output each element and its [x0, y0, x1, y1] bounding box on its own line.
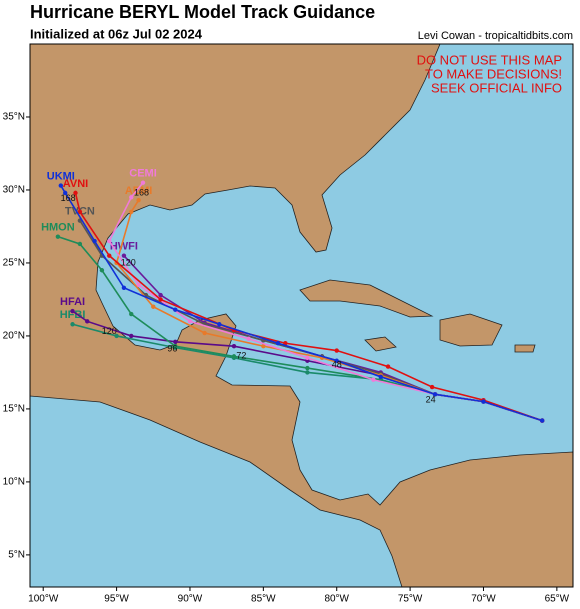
track-point	[305, 370, 310, 375]
model-label: UKMI	[47, 170, 75, 182]
lon-tick-label: 95°W	[104, 594, 129, 604]
warning-line: DO NOT USE THIS MAP	[417, 52, 562, 67]
model-label: HFAI	[60, 296, 85, 308]
track-point	[334, 348, 339, 353]
hour-label: 168	[134, 187, 149, 197]
credit: Levi Cowan - tropicaltidbits.com	[418, 30, 573, 42]
track-point	[187, 319, 193, 324]
lon-tick-label: 85°W	[251, 594, 276, 604]
lat-tick-label: 20°N	[3, 331, 25, 342]
track-point	[73, 190, 78, 196]
model-label: HWFI	[110, 241, 138, 253]
track-point	[107, 253, 112, 258]
track-point	[231, 354, 237, 359]
track-point	[217, 322, 222, 327]
warning-line: TO MAKE DECISIONS!	[425, 66, 562, 81]
track-point	[107, 238, 112, 244]
hour-label: 24	[426, 395, 436, 405]
track-point	[158, 292, 163, 298]
track-point	[173, 343, 178, 349]
track-point	[99, 268, 105, 273]
land-cuba	[299, 279, 434, 318]
track-point	[158, 297, 163, 302]
track-point	[173, 307, 178, 312]
track-point	[246, 336, 251, 342]
track-point	[55, 234, 61, 239]
track-point	[539, 418, 545, 423]
track-point	[77, 241, 83, 247]
track-point	[371, 377, 376, 382]
hour-label: 120	[121, 257, 136, 267]
lat-tick-label: 30°N	[3, 185, 25, 196]
hour-label: 96	[167, 343, 177, 353]
model-label: AEMI	[125, 185, 153, 197]
land-puerto-rico	[514, 344, 536, 353]
model-label: HMON	[41, 222, 75, 234]
subtitle: Initialized at 06z Jul 02 2024	[30, 26, 203, 41]
lat-tick-label: 10°N	[3, 477, 25, 488]
track-point	[92, 238, 97, 244]
land-mainland	[30, 44, 573, 587]
track-point	[129, 311, 134, 317]
track-point	[70, 308, 75, 314]
hour-label: 168	[61, 193, 76, 203]
track-point	[140, 180, 146, 185]
track-point	[429, 384, 435, 390]
track-point	[58, 183, 64, 188]
lat-tick-label: 5°N	[8, 550, 25, 561]
lon-tick-label: 100°W	[28, 594, 59, 604]
track-point	[173, 339, 178, 344]
track-point	[151, 304, 156, 309]
track-point	[114, 333, 119, 339]
track-point	[432, 392, 438, 397]
track-point	[129, 195, 134, 200]
basemap: HFBIHFAIHMONHWFITVCNAEMICEMIAVNIUKMI2448…	[30, 44, 573, 587]
lon-tick-label: 75°W	[398, 594, 423, 604]
land-jamaica	[364, 336, 397, 352]
track-point	[121, 253, 127, 258]
lon-tick-label: 90°W	[178, 594, 203, 604]
hour-label: 120	[102, 326, 117, 336]
lat-tick-label: 25°N	[3, 258, 25, 269]
lon-tick-label: 65°W	[545, 594, 570, 604]
track-point	[305, 355, 310, 361]
hour-label: 48	[332, 360, 342, 370]
track-point	[261, 343, 266, 349]
lat-tick-label: 15°N	[3, 404, 25, 415]
track-point	[202, 330, 207, 336]
track-point	[136, 282, 141, 288]
frame	[29, 43, 574, 588]
track-point	[231, 343, 237, 349]
track-point	[378, 374, 383, 380]
track-point	[136, 197, 141, 203]
track-point	[70, 322, 75, 327]
track-point	[275, 341, 281, 346]
track-line	[60, 185, 543, 422]
model-label: AVNI	[63, 178, 88, 190]
track-point	[129, 209, 134, 215]
model-label: CEMI	[129, 168, 157, 180]
track-point	[85, 319, 90, 324]
track-point	[121, 285, 127, 290]
track-point	[385, 364, 391, 369]
track-point	[77, 209, 83, 215]
land-hispaniola	[439, 313, 503, 347]
model-label: HFBI	[60, 309, 86, 321]
hour-label: 72	[236, 351, 246, 361]
lat-tick-label: 35°N	[3, 112, 25, 123]
track-point	[129, 333, 134, 339]
warning-line: SEEK OFFICIAL INFO	[431, 80, 562, 95]
track-point	[305, 365, 310, 371]
track-point	[334, 358, 339, 363]
lon-tick-label: 70°W	[471, 594, 496, 604]
lon-tick-label: 80°W	[324, 594, 349, 604]
tracks: HFBIHFAIHMONHWFITVCNAEMICEMIAVNIUKMI2448…	[41, 168, 545, 423]
title: Hurricane BERYL Model Track Guidance	[30, 2, 375, 22]
track-point	[481, 399, 486, 404]
track-point	[63, 190, 68, 196]
